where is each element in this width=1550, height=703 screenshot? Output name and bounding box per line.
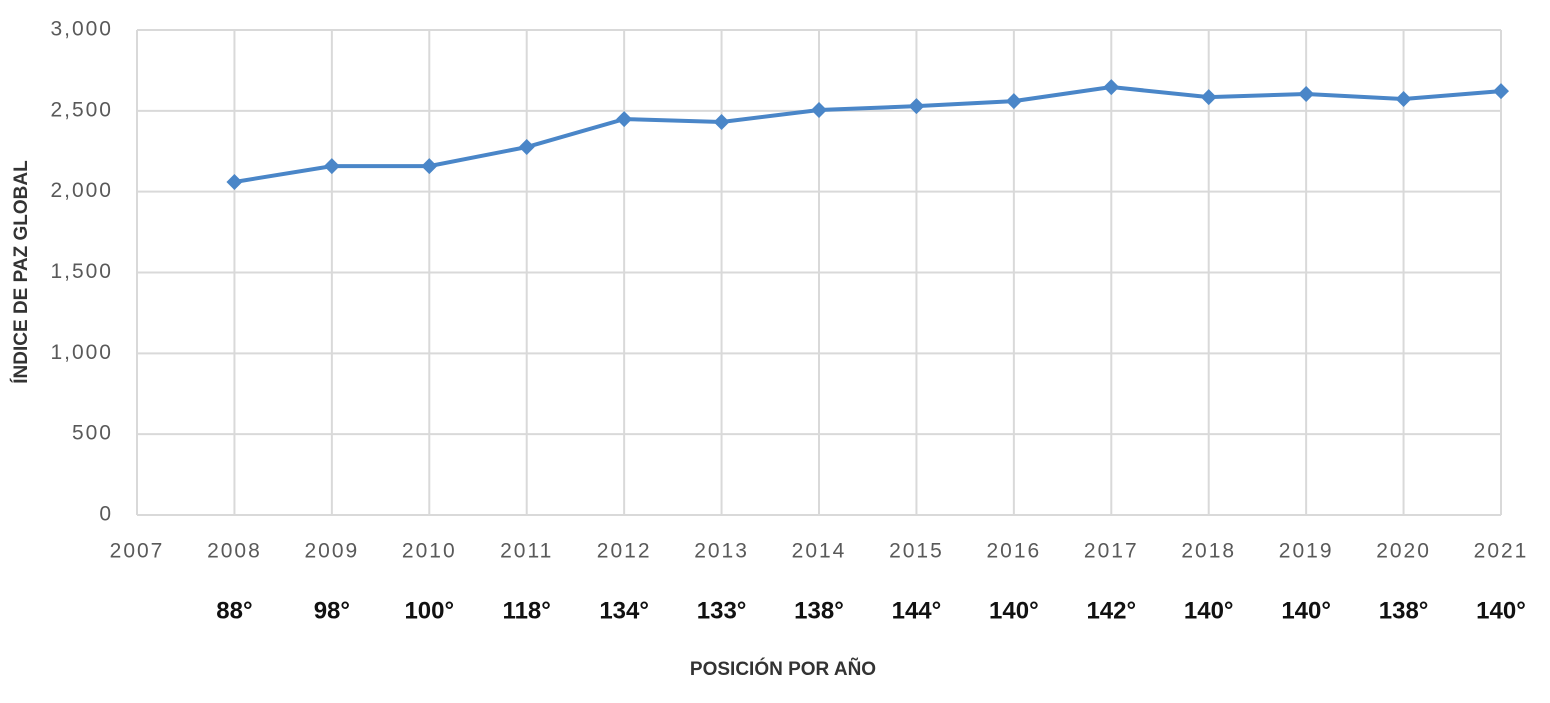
rank-label: 133°: [697, 597, 747, 624]
marker: [1103, 79, 1120, 96]
rank-label: 118°: [503, 597, 551, 624]
y-axis-title: ÍNDICE DE PAZ GLOBAL: [10, 160, 32, 384]
x-tick-label: 2007: [110, 540, 165, 563]
x-tick-label: 2011: [500, 540, 553, 563]
marker: [1005, 93, 1022, 110]
rank-label: 140°: [1281, 597, 1331, 624]
x-tick-label: 2018: [1181, 540, 1236, 563]
y-tick-label: 1,000: [50, 341, 113, 364]
y-tick-label: 2,500: [50, 98, 113, 121]
rank-label: 140°: [1184, 597, 1234, 624]
x-tick-label: 2015: [889, 540, 944, 563]
x-tick-label: 2009: [304, 540, 359, 563]
marker: [518, 139, 535, 156]
x-tick-label: 2008: [207, 540, 262, 563]
x-tick-label: 2017: [1084, 540, 1139, 563]
x-tick-label: 2019: [1279, 540, 1334, 563]
x-tick-label: 2020: [1376, 540, 1431, 563]
y-tick-label: 500: [72, 422, 113, 445]
marker: [226, 173, 243, 190]
rank-label: 142°: [1086, 597, 1136, 624]
marker: [616, 111, 633, 128]
rank-label: 88°: [216, 597, 252, 624]
x-tick-label: 2013: [694, 540, 749, 563]
marker: [811, 102, 827, 119]
y-tick-label: 2,000: [50, 179, 113, 202]
rank-label: 100°: [404, 597, 454, 624]
rank-label: 98°: [314, 597, 350, 624]
marker: [323, 158, 340, 175]
rank-label: 140°: [989, 597, 1039, 624]
marker: [421, 158, 438, 175]
x-tick-label: 2021: [1474, 540, 1529, 563]
x-tick-label: 2016: [986, 540, 1041, 563]
x-tick-label: 2014: [792, 540, 847, 563]
x-axis-title: POSICIÓN POR AÑO: [690, 658, 876, 680]
rank-label: 144°: [892, 597, 942, 624]
line: [234, 85, 1502, 184]
y-tick-label: 0: [99, 503, 113, 526]
rank-label: 140°: [1476, 597, 1526, 624]
rank-label: 138°: [1379, 597, 1429, 624]
marker: [1200, 89, 1217, 106]
x-tick-label: 2012: [597, 540, 652, 563]
marker: [1298, 86, 1315, 103]
y-tick-label: 1,500: [50, 260, 113, 283]
rank-label: 138°: [794, 597, 844, 624]
x-tick-label: 2010: [402, 540, 457, 563]
rank-label: 134°: [599, 597, 649, 624]
marker: [713, 113, 730, 130]
marker: [1493, 83, 1509, 100]
y-tick-label: 3,000: [50, 18, 113, 41]
marker: [908, 98, 925, 115]
marker: [1395, 91, 1412, 108]
